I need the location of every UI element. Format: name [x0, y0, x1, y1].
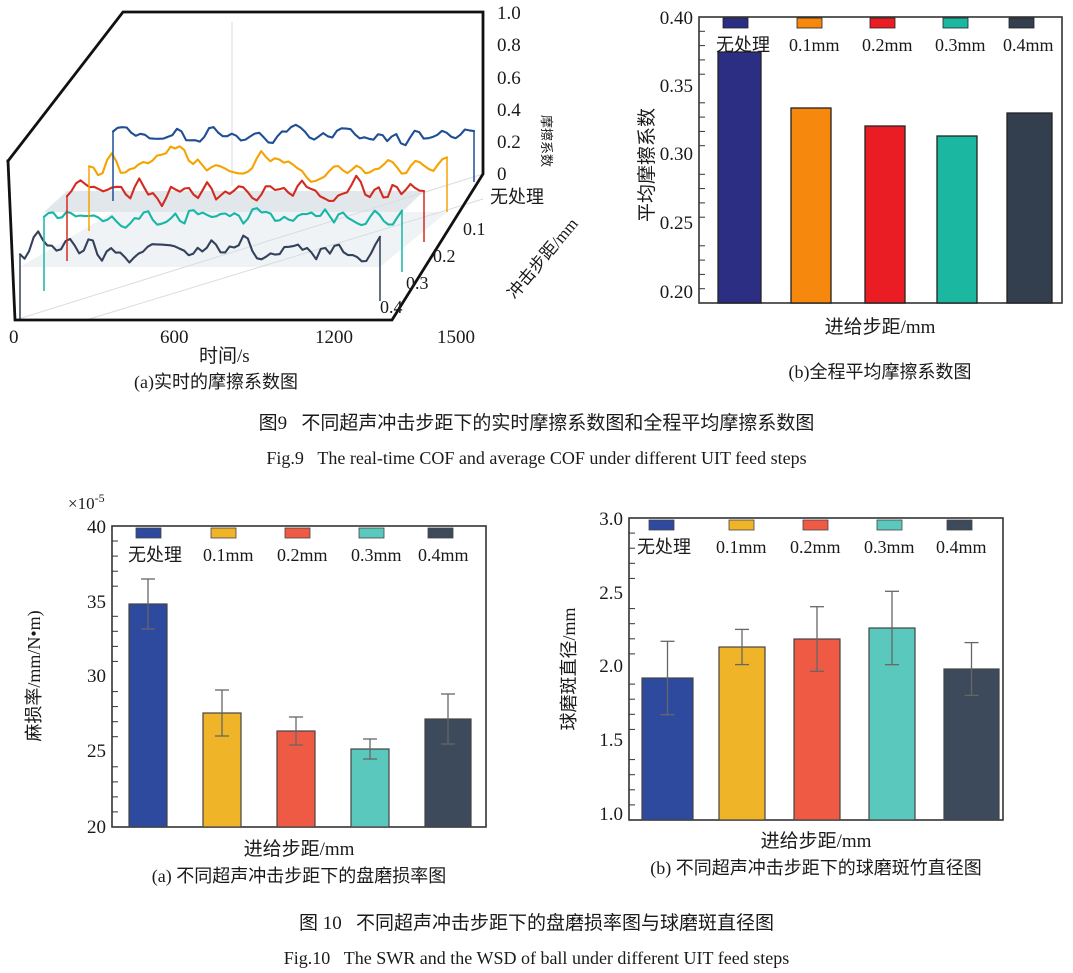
svg-text:0.3mm: 0.3mm — [864, 537, 915, 557]
svg-text:0.35: 0.35 — [660, 76, 693, 97]
svg-text:0.2mm: 0.2mm — [277, 545, 328, 565]
svg-text:600: 600 — [160, 327, 189, 348]
svg-text:0.25: 0.25 — [660, 213, 693, 234]
svg-text:(a) 不同超声冲击步距下的盘磨损率图: (a) 不同超声冲击步距下的盘磨损率图 — [152, 866, 446, 887]
svg-text:×10-5: ×10-5 — [68, 491, 105, 513]
svg-text:进给步距/mm: 进给步距/mm — [244, 838, 355, 860]
svg-text:0.4: 0.4 — [497, 100, 521, 121]
svg-text:0.30: 0.30 — [660, 144, 693, 165]
svg-text:2.0: 2.0 — [599, 656, 623, 677]
svg-text:3.0: 3.0 — [599, 509, 623, 530]
svg-text:(b)全程平均摩擦系数图: (b)全程平均摩擦系数图 — [789, 362, 972, 383]
svg-text:0.1mm: 0.1mm — [716, 537, 767, 557]
svg-text:0.1mm: 0.1mm — [203, 545, 254, 565]
svg-text:0.4: 0.4 — [380, 297, 403, 317]
svg-text:进给步距/mm: 进给步距/mm — [761, 830, 872, 852]
svg-text:0.4mm: 0.4mm — [936, 537, 987, 557]
svg-text:0.20: 0.20 — [660, 282, 693, 303]
svg-text:0.2: 0.2 — [433, 246, 456, 266]
svg-text:球磨斑直径/mm: 球磨斑直径/mm — [559, 607, 579, 730]
svg-text:1.0: 1.0 — [497, 3, 521, 24]
svg-text:0.1mm: 0.1mm — [789, 35, 840, 55]
svg-text:(a)实时的摩擦系数图: (a)实时的摩擦系数图 — [134, 372, 298, 393]
svg-text:麻损率/mm/N•m): 麻损率/mm/N•m) — [24, 610, 45, 741]
svg-text:0.3: 0.3 — [406, 273, 429, 293]
svg-text:平均摩擦系数: 平均摩擦系数 — [636, 108, 658, 222]
svg-text:2.5: 2.5 — [599, 583, 623, 604]
svg-text:无处理: 无处理 — [637, 537, 691, 557]
svg-text:1500: 1500 — [437, 327, 475, 348]
svg-text:35: 35 — [87, 592, 106, 613]
svg-text:0: 0 — [9, 327, 19, 348]
svg-text:0.1: 0.1 — [463, 219, 486, 239]
svg-text:30: 30 — [87, 666, 106, 687]
svg-text:(b) 不同超声冲击步距下的球磨斑竹直径图: (b) 不同超声冲击步距下的球磨斑竹直径图 — [650, 858, 982, 879]
svg-text:0.6: 0.6 — [497, 68, 521, 89]
svg-text:0.8: 0.8 — [497, 35, 521, 56]
svg-text:0.3mm: 0.3mm — [935, 35, 986, 55]
svg-text:0.2: 0.2 — [497, 132, 521, 153]
svg-text:1.5: 1.5 — [599, 730, 623, 751]
svg-text:1200: 1200 — [315, 327, 353, 348]
svg-text:时间/s: 时间/s — [199, 345, 250, 367]
svg-text:无处理: 无处理 — [128, 545, 182, 565]
svg-text:0: 0 — [497, 164, 507, 185]
svg-text:0.4mm: 0.4mm — [418, 545, 469, 565]
svg-text:0.40: 0.40 — [660, 8, 693, 29]
svg-text:25: 25 — [87, 741, 106, 762]
svg-text:1.0: 1.0 — [599, 804, 623, 825]
svg-text:40: 40 — [87, 517, 106, 538]
svg-text:进给步距/mm: 进给步距/mm — [825, 316, 936, 338]
svg-text:20: 20 — [87, 817, 106, 838]
svg-text:0.2mm: 0.2mm — [862, 35, 913, 55]
svg-text:无处理: 无处理 — [490, 187, 544, 207]
svg-text:0.3mm: 0.3mm — [351, 545, 402, 565]
svg-text:无处理: 无处理 — [716, 35, 770, 55]
svg-text:0.4mm: 0.4mm — [1003, 35, 1054, 55]
svg-text:0.2mm: 0.2mm — [790, 537, 841, 557]
